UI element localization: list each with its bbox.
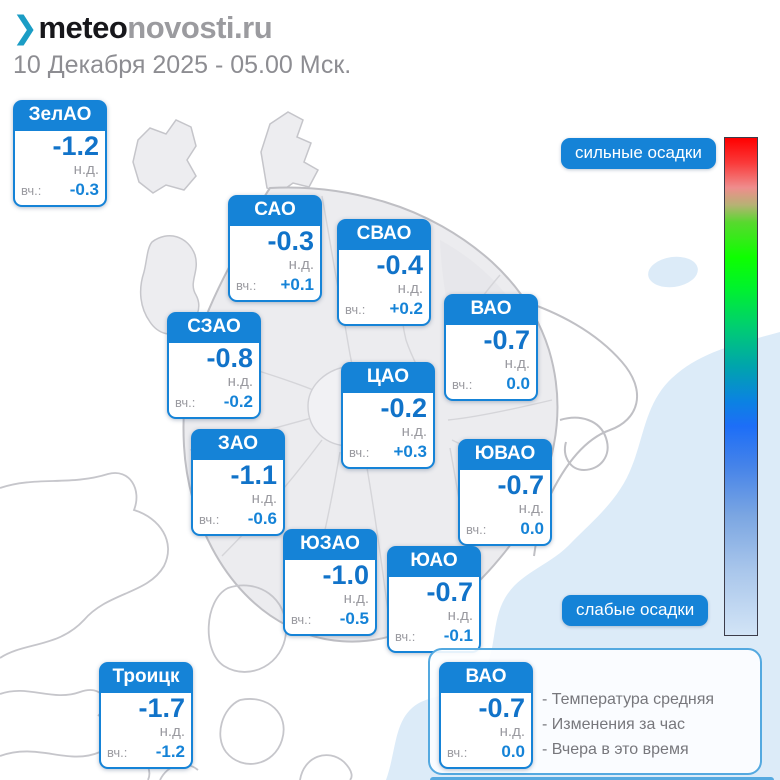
district-name: ЮЗАО xyxy=(300,533,360,554)
district-temperature: -0.2 xyxy=(380,392,427,423)
district-name: ЗелАО xyxy=(28,104,92,125)
legend-line-hour-change: - Изменения за час xyxy=(542,715,686,733)
map-zelao-shape xyxy=(132,119,197,194)
district-yesterday-value: 0.0 xyxy=(501,741,525,761)
legend-box: ВАО -0.7 н.д. вч.: 0.0 - Температура сре… xyxy=(428,648,762,775)
logo-chevron-icon: ❯ xyxy=(12,10,38,45)
district-card-sao: САО -0.3 н.д. вч.: +0.1 xyxy=(228,195,322,302)
district-temperature: -0.3 xyxy=(267,225,314,256)
yesterday-label: вч.: xyxy=(452,376,473,392)
district-temperature: -1.0 xyxy=(322,559,369,590)
district-card-troitsk: Троицк -1.7 н.д. вч.: -1.2 xyxy=(99,662,193,769)
district-yesterday-value: -0.1 xyxy=(443,625,473,645)
district-temperature: -1.1 xyxy=(230,459,277,490)
district-card-yuvao: ЮВАО -0.7 н.д. вч.: 0.0 xyxy=(458,439,552,546)
district-card-vao: ВАО -0.7 н.д. вч.: 0.0 xyxy=(444,294,538,401)
district-hour-change: н.д. xyxy=(159,723,185,741)
yesterday-label: вч.: xyxy=(447,744,468,760)
district-hour-change: н.д. xyxy=(397,280,423,298)
district-hour-change: н.д. xyxy=(343,590,369,608)
district-name: ВАО xyxy=(470,298,512,319)
district-card-szao: СЗАО -0.8 н.д. вч.: -0.2 xyxy=(167,312,261,419)
yesterday-label: вч.: xyxy=(236,277,257,293)
district-temperature: -0.7 xyxy=(478,692,525,723)
district-temperature: -0.7 xyxy=(426,576,473,607)
yesterday-label: вч.: xyxy=(199,511,220,527)
legend-sample-card: ВАО -0.7 н.д. вч.: 0.0 xyxy=(439,662,533,769)
yesterday-label: вч.: xyxy=(395,628,416,644)
strong-precipitation-label: сильные осадки xyxy=(561,138,716,169)
district-card-svao: СВАО -0.4 н.д. вч.: +0.2 xyxy=(337,219,431,326)
district-yesterday-value: 0.0 xyxy=(506,373,530,393)
district-name: ВАО xyxy=(465,666,507,687)
yesterday-label: вч.: xyxy=(21,182,42,198)
district-name: ЦАО xyxy=(366,366,410,387)
precipitation-intensity-scale xyxy=(724,137,758,636)
district-name: Троицк xyxy=(112,666,180,687)
district-yesterday-value: -0.5 xyxy=(339,608,369,628)
district-name: СВАО xyxy=(356,223,412,244)
district-card-yuzao: ЮЗАО -1.0 н.д. вч.: -0.5 xyxy=(283,529,377,636)
district-temperature: -0.7 xyxy=(497,469,544,500)
yesterday-label: вч.: xyxy=(466,521,487,537)
district-card-cao: ЦАО -0.2 н.д. вч.: +0.3 xyxy=(341,362,435,469)
district-hour-change: н.д. xyxy=(504,355,530,373)
site-logo[interactable]: ❯meteonovosti.ru xyxy=(12,10,273,46)
district-name: СЗАО xyxy=(187,316,241,337)
district-yesterday-value: -0.3 xyxy=(69,179,99,199)
district-yesterday-value: -1.2 xyxy=(155,741,185,761)
district-temperature: -0.7 xyxy=(483,324,530,355)
district-hour-change: н.д. xyxy=(447,607,473,625)
date-time-label: 10 Декабря 2025 - 05.00 Мск. xyxy=(13,51,352,79)
district-yesterday-value: +0.1 xyxy=(280,274,314,294)
district-card-zelao: ЗелАО -1.2 н.д. вч.: -0.3 xyxy=(13,100,107,207)
district-temperature: -0.8 xyxy=(206,342,253,373)
district-hour-change: н.д. xyxy=(518,500,544,518)
district-name: САО xyxy=(254,199,296,220)
district-hour-change: н.д. xyxy=(73,161,99,179)
legend-descriptions: - Температура средняя - Изменения за час… xyxy=(542,688,714,762)
yesterday-label: вч.: xyxy=(107,744,128,760)
district-hour-change: н.д. xyxy=(288,256,314,274)
district-yesterday-value: +0.3 xyxy=(393,441,427,461)
weak-precipitation-label: слабые осадки xyxy=(562,595,709,626)
district-yesterday-value: +0.2 xyxy=(389,298,423,318)
legend-line-yesterday: - Вчера в это время xyxy=(542,740,689,758)
district-name: ЮАО xyxy=(410,550,458,571)
district-yesterday-value: -0.2 xyxy=(223,391,253,411)
district-temperature: -1.7 xyxy=(138,692,185,723)
district-name: ЗАО xyxy=(217,433,259,454)
district-yesterday-value: 0.0 xyxy=(520,518,544,538)
yesterday-label: вч.: xyxy=(291,611,312,627)
district-card-yuao: ЮАО -0.7 н.д. вч.: -0.1 xyxy=(387,546,481,653)
district-card-zao: ЗАО -1.1 н.д. вч.: -0.6 xyxy=(191,429,285,536)
district-hour-change: н.д. xyxy=(227,373,253,391)
yesterday-label: вч.: xyxy=(175,394,196,410)
map-north-protrusion xyxy=(260,111,320,194)
legend-line-temperature: - Температура средняя xyxy=(542,691,715,708)
logo-text-novosti: novosti.ru xyxy=(127,10,273,45)
district-temperature: -1.2 xyxy=(52,130,99,161)
district-yesterday-value: -0.6 xyxy=(247,508,277,528)
district-hour-change: н.д. xyxy=(499,723,525,741)
district-hour-change: н.д. xyxy=(251,490,277,508)
yesterday-label: вч.: xyxy=(349,444,370,460)
district-temperature: -0.4 xyxy=(376,249,423,280)
district-hour-change: н.д. xyxy=(401,423,427,441)
district-name: ЮВАО xyxy=(474,443,536,464)
yesterday-label: вч.: xyxy=(345,301,366,317)
logo-text-meteo: meteo xyxy=(38,10,128,45)
cutoff-panel-top-border xyxy=(430,777,774,780)
